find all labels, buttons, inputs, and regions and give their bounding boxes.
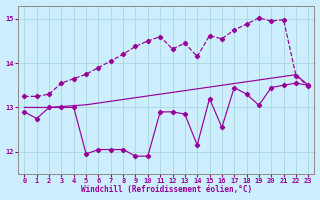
- X-axis label: Windchill (Refroidissement éolien,°C): Windchill (Refroidissement éolien,°C): [81, 185, 252, 194]
